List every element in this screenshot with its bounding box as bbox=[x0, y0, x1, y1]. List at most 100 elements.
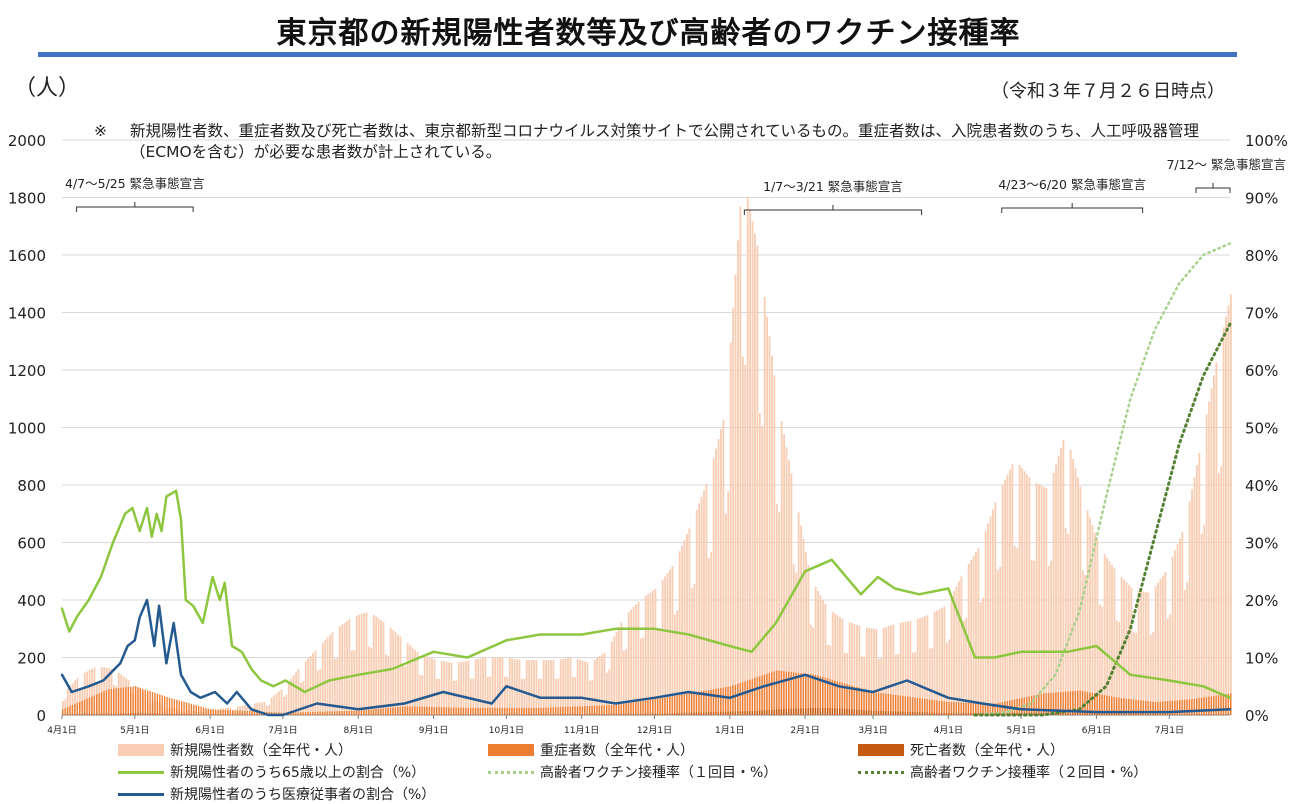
bar-severe bbox=[74, 703, 76, 715]
bar-positives bbox=[360, 613, 363, 715]
bar-severe bbox=[144, 689, 146, 715]
bar-positives bbox=[559, 659, 562, 715]
bar-deaths bbox=[766, 710, 768, 715]
bar-severe bbox=[773, 671, 775, 715]
bar-deaths bbox=[1215, 714, 1217, 715]
bar-deaths bbox=[805, 708, 807, 715]
bar-severe bbox=[1174, 700, 1176, 715]
bar-deaths bbox=[197, 714, 200, 715]
bar-deaths bbox=[166, 713, 168, 715]
bar-severe bbox=[605, 705, 608, 715]
bar-severe bbox=[841, 682, 843, 715]
bar-deaths bbox=[814, 708, 817, 715]
bar-deaths bbox=[1210, 714, 1212, 715]
bar-positives bbox=[1079, 486, 1082, 715]
bar-positives bbox=[64, 699, 67, 715]
bar-positives bbox=[744, 364, 747, 715]
bar-positives bbox=[792, 564, 795, 715]
bar-positives bbox=[482, 657, 484, 715]
bar-deaths bbox=[771, 709, 773, 715]
bar-positives bbox=[528, 660, 531, 715]
bar-positives bbox=[1103, 554, 1106, 715]
bar-positives bbox=[404, 666, 407, 715]
bar-deaths bbox=[885, 711, 887, 715]
bar-severe bbox=[69, 706, 71, 715]
bar-deaths bbox=[1171, 714, 1174, 715]
bar-positives bbox=[652, 590, 654, 715]
bar-positives bbox=[523, 678, 526, 715]
bar-deaths bbox=[508, 714, 511, 715]
bar-positives bbox=[1001, 485, 1004, 715]
bar-deaths bbox=[562, 714, 564, 715]
bar-severe bbox=[491, 707, 494, 715]
bar-deaths bbox=[734, 711, 736, 715]
bar-severe bbox=[416, 706, 418, 715]
bar-severe bbox=[863, 689, 865, 715]
bar-deaths bbox=[1213, 714, 1215, 715]
bar-deaths bbox=[542, 714, 545, 715]
bar-positives bbox=[469, 678, 472, 715]
bar-deaths bbox=[81, 714, 83, 715]
bar-deaths bbox=[591, 714, 593, 715]
bar-positives bbox=[350, 650, 353, 715]
bar-positives bbox=[1013, 545, 1016, 715]
bar-deaths bbox=[1072, 712, 1074, 715]
bar-severe bbox=[91, 696, 93, 715]
bar-severe bbox=[970, 702, 972, 715]
bar-severe bbox=[669, 696, 671, 715]
bar-severe bbox=[559, 707, 562, 715]
bar-positives bbox=[1125, 582, 1128, 715]
bar-severe bbox=[610, 705, 613, 715]
bar-deaths bbox=[751, 710, 753, 715]
bar-severe bbox=[1094, 693, 1096, 715]
bar-severe bbox=[737, 683, 739, 715]
bar-deaths bbox=[530, 714, 532, 715]
bar-severe bbox=[418, 706, 421, 715]
bar-deaths bbox=[605, 714, 608, 715]
bar-severe bbox=[984, 703, 987, 715]
bar-positives bbox=[1225, 316, 1227, 715]
bar-severe bbox=[484, 707, 486, 715]
bar-severe bbox=[443, 707, 445, 715]
bar-deaths bbox=[117, 713, 120, 715]
legend-label-severe: 重症者数（全年代・人） bbox=[540, 743, 694, 759]
bar-severe bbox=[183, 701, 185, 715]
bar-severe bbox=[783, 671, 785, 715]
bar-deaths bbox=[540, 714, 542, 715]
bar-deaths bbox=[100, 713, 103, 715]
bar-deaths bbox=[768, 709, 770, 715]
bar-severe bbox=[911, 697, 914, 715]
bar-deaths bbox=[489, 714, 491, 715]
bar-positives bbox=[739, 206, 742, 715]
bar-severe bbox=[307, 712, 309, 715]
bar-positives bbox=[1101, 606, 1104, 715]
bar-severe bbox=[788, 671, 790, 715]
bar-positives bbox=[892, 624, 895, 715]
bar-severe bbox=[1179, 700, 1181, 715]
as-of-date: （令和３年７月２６日時点） bbox=[991, 81, 1225, 102]
bar-positives bbox=[999, 566, 1002, 715]
data-source-note: ※ 新規陽性者数、重症者数及び死亡者数は、東京都新型コロナウイルス対策サイトで公… bbox=[94, 121, 1224, 163]
bar-severe bbox=[1115, 697, 1118, 715]
bar-deaths bbox=[557, 714, 559, 715]
line-elderly-share bbox=[60, 489, 1232, 700]
bar-positives bbox=[984, 530, 987, 715]
bar-severe bbox=[977, 702, 979, 715]
bar-severe bbox=[1217, 695, 1220, 715]
bar-severe bbox=[64, 708, 66, 715]
legend-label-deaths: 死亡者数（全年代・人） bbox=[910, 743, 1064, 759]
bar-severe bbox=[503, 707, 506, 715]
bar-severe bbox=[231, 710, 234, 715]
bar-deaths bbox=[873, 710, 875, 715]
y-left-tick-label: 2000 bbox=[8, 132, 46, 150]
bar-positives bbox=[564, 658, 567, 715]
bar-deaths bbox=[479, 714, 481, 715]
bar-deaths bbox=[890, 711, 892, 715]
bar-severe bbox=[321, 711, 324, 715]
bar-deaths bbox=[720, 711, 722, 715]
bar-positives bbox=[1067, 533, 1070, 715]
bar-deaths bbox=[749, 711, 751, 715]
bar-positives bbox=[348, 619, 351, 715]
bar-severe bbox=[1166, 701, 1169, 715]
